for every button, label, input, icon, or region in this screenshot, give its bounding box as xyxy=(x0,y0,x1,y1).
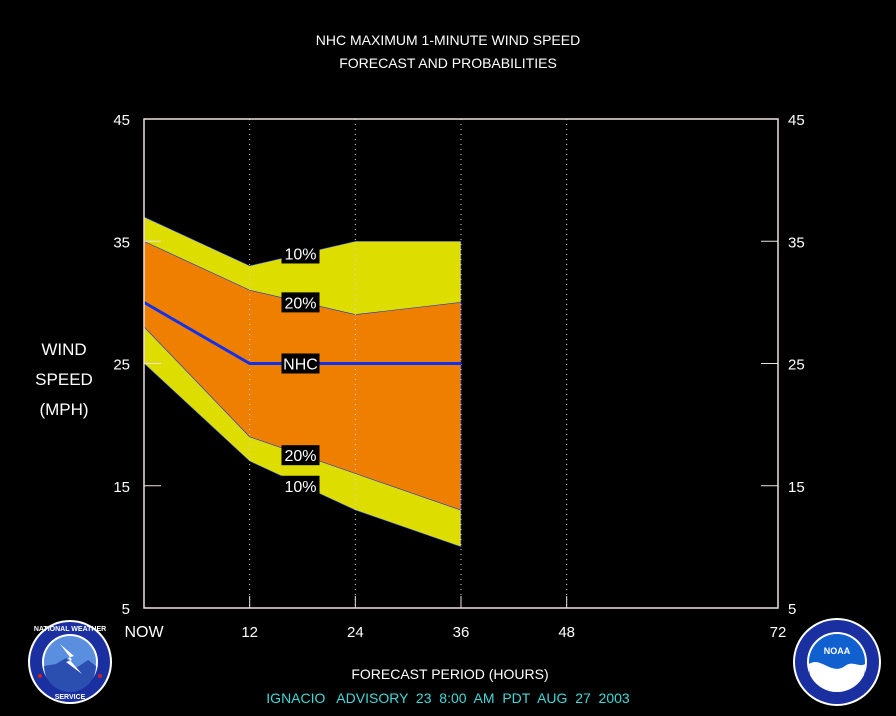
y-tick-label-left: 35 xyxy=(113,234,130,251)
y-tick-label-left: 5 xyxy=(122,601,130,618)
band-label-box xyxy=(281,243,320,264)
band-label-box xyxy=(281,445,320,466)
band-label-box xyxy=(281,292,320,313)
nws-seal-icon: NATIONAL WEATHER SERVICE xyxy=(28,620,112,704)
y-tick-label-right: 15 xyxy=(788,479,805,496)
y-tick-label-left: 45 xyxy=(113,112,130,129)
y-axis-label-line-3: (MPH) xyxy=(39,400,88,419)
x-tick-label: 48 xyxy=(558,624,575,641)
band-label: NHC xyxy=(283,357,318,374)
y-tick-label-left: 15 xyxy=(113,479,130,496)
svg-text:SERVICE: SERVICE xyxy=(55,694,86,701)
y-axis-label-line-1: WIND xyxy=(41,340,86,359)
band-label-box xyxy=(281,353,320,374)
band-label-box xyxy=(281,475,320,496)
x-tick-label: 72 xyxy=(770,624,787,641)
y-tick-label-left: 25 xyxy=(113,357,130,374)
advisory-footer: IGNACIO ADVISORY 23 8:00 AM PDT AUG 27 2… xyxy=(266,690,630,706)
band-label: 10% xyxy=(284,246,316,263)
x-axis-label: FORECAST PERIOD (HOURS) xyxy=(351,666,548,682)
band-label: 20% xyxy=(284,448,316,465)
svg-text:NATIONAL WEATHER: NATIONAL WEATHER xyxy=(34,626,106,633)
band-label: 20% xyxy=(284,295,316,312)
chart-title: NHC MAXIMUM 1-MINUTE WIND SPEED xyxy=(316,32,580,48)
chart-subtitle: FORECAST AND PROBABILITIES xyxy=(339,55,557,71)
x-tick-label: 24 xyxy=(347,624,364,641)
band-label: 10% xyxy=(284,479,316,496)
y-axis-label-line-2: SPEED xyxy=(35,370,93,389)
y-tick-label-right: 35 xyxy=(788,234,805,251)
x-tick-label: 36 xyxy=(453,624,470,641)
x-tick-label: 12 xyxy=(241,624,258,641)
y-tick-label-right: 45 xyxy=(788,112,805,129)
noaa-logo-text: NOAA xyxy=(824,646,851,656)
y-tick-label-right: 5 xyxy=(788,601,796,618)
noaa-seal-icon: NOAA xyxy=(793,618,881,706)
plot-area: 5 5 15 15 25 25 35 35 45 45 NOW 12 24 36 48 72 10% 20% NHC… xyxy=(113,112,804,641)
x-tick-label: NOW xyxy=(124,624,164,641)
y-tick-label-right: 25 xyxy=(788,357,805,374)
